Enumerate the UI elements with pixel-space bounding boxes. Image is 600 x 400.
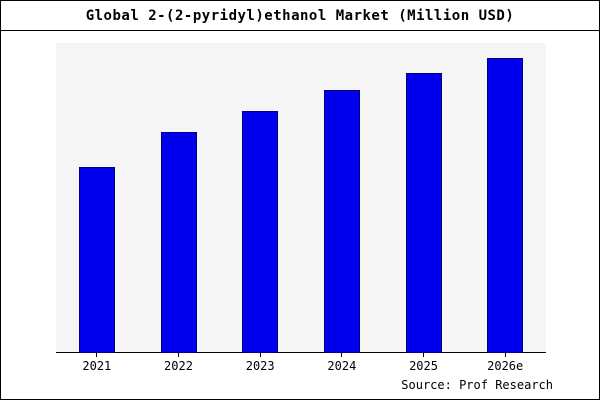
title-bar: Global 2-(2-pyridyl)ethanol Market (Mill…	[1, 1, 599, 31]
source-text: Source: Prof Research	[401, 378, 553, 392]
axis-tick	[96, 353, 98, 357]
x-tick-label: 2024	[327, 359, 357, 373]
axis-tick	[259, 353, 261, 357]
bar-2026e	[487, 57, 524, 353]
x-tick-label: 2025	[409, 359, 438, 373]
bar-2023	[242, 110, 279, 353]
x-tick-label: 2021	[82, 359, 112, 373]
bar-slot: 2025	[383, 43, 465, 379]
axis-tick	[341, 353, 343, 357]
bar-2025	[405, 72, 442, 353]
bar-slot: 2023	[219, 43, 301, 379]
bar-slot: 2022	[138, 43, 220, 379]
chart: 2021 2022 2023 2024 2025 2026e Source: Prof R…	[1, 31, 599, 399]
x-tick-label: 2022	[164, 359, 193, 373]
bar-2021	[78, 167, 115, 353]
bar-wrap	[383, 43, 465, 353]
chart-title: Global 2-(2-pyridyl)ethanol Market (Mill…	[85, 7, 515, 24]
bar-2022	[160, 131, 197, 353]
axis-tick	[178, 353, 179, 357]
bar-slot: 2024	[301, 43, 383, 379]
bar-wrap	[138, 43, 220, 353]
x-tick-label: 2026e	[487, 359, 524, 373]
bar-slot: 2021	[56, 43, 138, 379]
bar-slot: 2026e	[464, 43, 546, 379]
bar-wrap	[301, 43, 383, 353]
bar-2024	[323, 90, 360, 353]
bar-wrap	[56, 43, 138, 353]
plot-area	[56, 43, 546, 353]
bars-container: 2021 2022 2023 2024 2025 2026e	[56, 43, 546, 379]
x-tick-label: 2023	[245, 359, 275, 373]
bar-wrap	[464, 43, 546, 353]
bar-wrap	[219, 43, 301, 353]
axis-tick	[504, 353, 506, 357]
axis-tick	[423, 353, 425, 357]
